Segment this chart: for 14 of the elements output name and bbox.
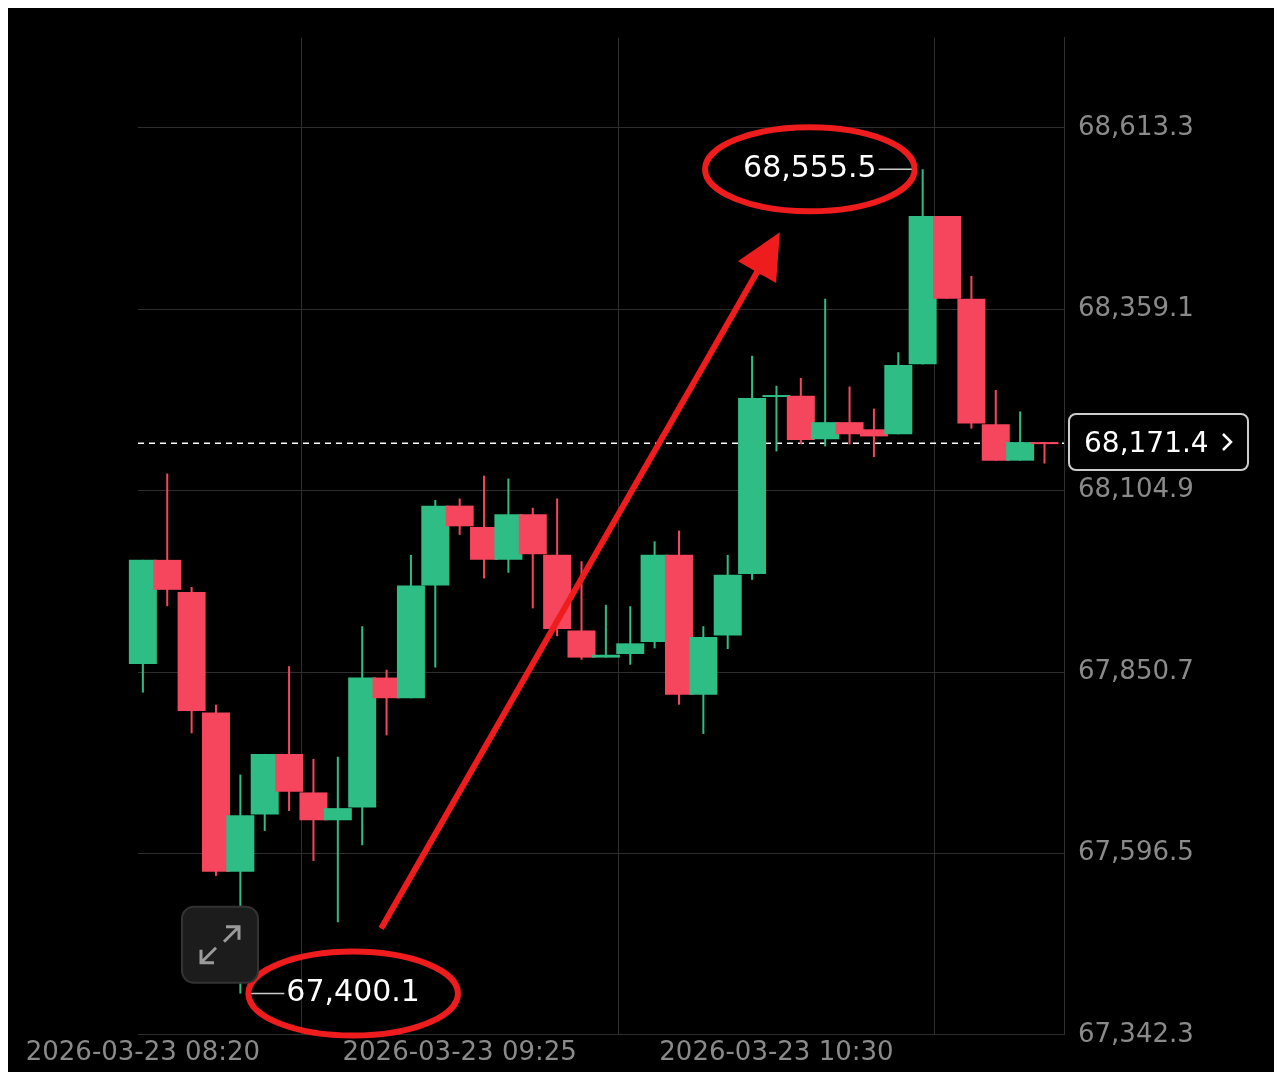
- x-tick-label: 2026-03-23 10:30: [659, 1036, 894, 1067]
- ref-line-label: 68,171.4: [1084, 425, 1209, 459]
- y-tick-label: 67,850.7: [1078, 654, 1194, 685]
- y-tick-label: 68,613.3: [1078, 110, 1194, 141]
- y-tick-label: 68,359.1: [1078, 292, 1194, 323]
- y-tick-label: 67,596.5: [1078, 836, 1194, 867]
- x-tick-label: 2026-03-23 09:25: [342, 1036, 577, 1067]
- x-tick-label: 2026-03-23 08:20: [25, 1036, 261, 1067]
- candlestick: [1030, 441, 1059, 465]
- y-tick-label: 68,104.9: [1078, 473, 1194, 504]
- candlestick: [811, 297, 840, 448]
- annotation: 68,555.5: [743, 149, 877, 185]
- annotation: 67,400.1: [286, 973, 420, 1009]
- y-tick-label: 67,342.3: [1078, 1017, 1194, 1048]
